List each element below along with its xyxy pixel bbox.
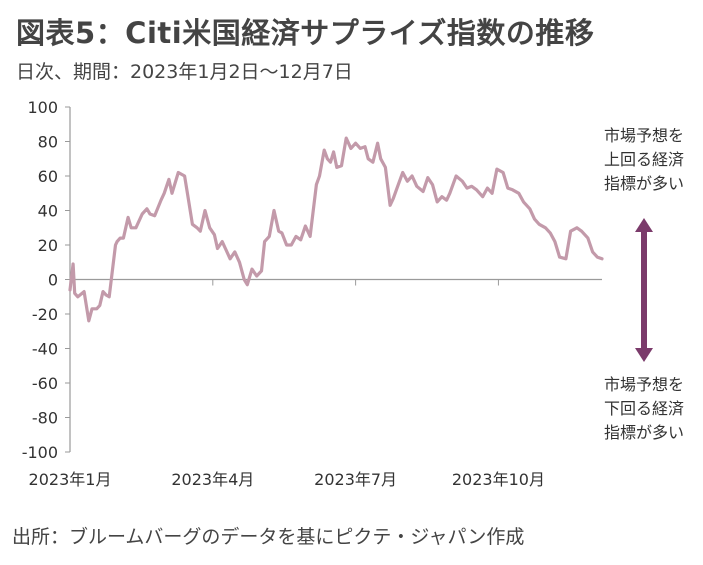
lower-annotation-line: 市場予想を (604, 375, 684, 394)
chart-title: 図表5：Citi米国経済サプライズ指数の推移 (16, 16, 595, 50)
upper-annotation-line: 上回る経済 (604, 150, 684, 169)
chart-subtitle: 日次、期間：2023年1月2日～12月7日 (16, 61, 353, 83)
arrow-down-head (635, 348, 653, 362)
arrow-up-head (635, 218, 653, 232)
y-tick-label: 80 (38, 133, 58, 152)
lower-annotation-line: 下回る経済 (604, 399, 684, 418)
upper-annotation-line: 市場予想を (604, 126, 684, 145)
y-tick-label: -20 (32, 305, 58, 324)
y-tick-label: 60 (38, 167, 58, 186)
x-tick-label: 2023年10月 (452, 470, 545, 489)
y-tick-label: 20 (38, 236, 58, 255)
y-tick-label: 100 (27, 98, 58, 117)
source-note: 出所：ブルームバーグのデータを基にピクテ・ジャパン作成 (12, 526, 525, 548)
y-tick-label: 40 (38, 202, 58, 221)
y-tick-label: -80 (32, 409, 58, 428)
arrow-shaft (641, 230, 647, 350)
x-tick-label: 2023年7月 (314, 470, 397, 489)
x-tick-label: 2023年1月 (29, 470, 112, 489)
y-tick-label: 0 (48, 271, 58, 290)
lower-annotation-line: 指標が多い (604, 423, 684, 442)
upper-annotation-line: 指標が多い (604, 174, 684, 193)
y-tick-label: -100 (22, 443, 58, 462)
y-tick-label: -40 (32, 340, 58, 359)
x-tick-label: 2023年4月 (171, 470, 254, 489)
series-line (68, 136, 604, 323)
y-tick-label: -60 (32, 374, 58, 393)
